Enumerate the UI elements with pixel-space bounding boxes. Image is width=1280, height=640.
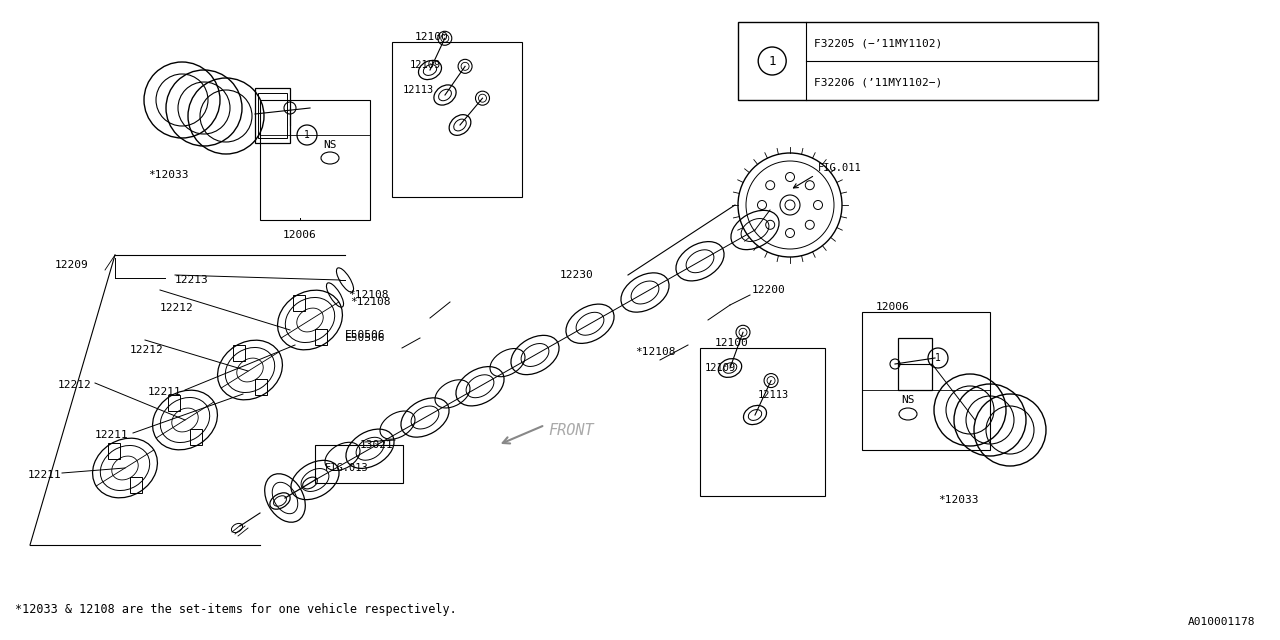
Text: 12230: 12230: [561, 270, 594, 280]
Text: 12212: 12212: [160, 303, 193, 313]
Bar: [255, 88, 291, 143]
Text: FRONT: FRONT: [548, 422, 594, 438]
Text: 12213: 12213: [175, 275, 209, 285]
Text: 13021: 13021: [360, 440, 394, 450]
Text: E50506: E50506: [346, 333, 385, 343]
Text: FIG.013: FIG.013: [325, 463, 369, 473]
Bar: [293, 295, 306, 311]
Text: 12113: 12113: [758, 390, 790, 400]
Bar: [169, 395, 180, 411]
Text: F32205 (−’11MY1102): F32205 (−’11MY1102): [814, 38, 942, 49]
Text: 12100: 12100: [415, 32, 449, 42]
Text: 12211: 12211: [148, 387, 182, 397]
Bar: [899, 338, 932, 390]
Text: NS: NS: [324, 140, 337, 150]
Bar: [109, 443, 120, 459]
Text: 12211: 12211: [28, 470, 61, 480]
Text: F32206 (’11MY1102−): F32206 (’11MY1102−): [814, 77, 942, 88]
Text: 12209: 12209: [55, 260, 88, 270]
Text: NS: NS: [901, 395, 915, 405]
Text: *12108: *12108: [349, 297, 390, 307]
Bar: [260, 100, 370, 220]
Text: 1: 1: [936, 353, 941, 363]
Bar: [189, 429, 201, 445]
Text: 12100: 12100: [716, 338, 749, 348]
Text: *12033: *12033: [938, 495, 978, 505]
Bar: [129, 477, 142, 493]
Bar: [233, 345, 246, 361]
Bar: [739, 22, 1098, 100]
Bar: [392, 42, 522, 197]
Text: *12108: *12108: [348, 290, 389, 300]
Text: 12109: 12109: [705, 363, 736, 373]
Bar: [259, 93, 287, 138]
Text: 12006: 12006: [876, 302, 910, 312]
Bar: [861, 312, 989, 450]
Text: A010001178: A010001178: [1188, 617, 1254, 627]
Text: 12212: 12212: [58, 380, 92, 390]
Text: FIG.011: FIG.011: [818, 163, 861, 173]
Text: 12006: 12006: [283, 230, 317, 240]
Text: *12033 & 12108 are the set-items for one vehicle respectively.: *12033 & 12108 are the set-items for one…: [15, 604, 457, 616]
Text: E50506: E50506: [346, 330, 385, 340]
Bar: [315, 445, 403, 483]
Text: 12211: 12211: [95, 430, 129, 440]
Text: *12033: *12033: [148, 170, 188, 180]
Bar: [700, 348, 826, 496]
Text: 12200: 12200: [753, 285, 786, 295]
Text: 1: 1: [768, 54, 776, 67]
Text: 12212: 12212: [131, 345, 164, 355]
Text: 12113: 12113: [403, 85, 434, 95]
Bar: [255, 379, 266, 395]
Text: 12109: 12109: [410, 60, 442, 70]
Bar: [315, 329, 326, 345]
Text: 1: 1: [305, 130, 310, 140]
Text: *12108: *12108: [635, 347, 676, 357]
